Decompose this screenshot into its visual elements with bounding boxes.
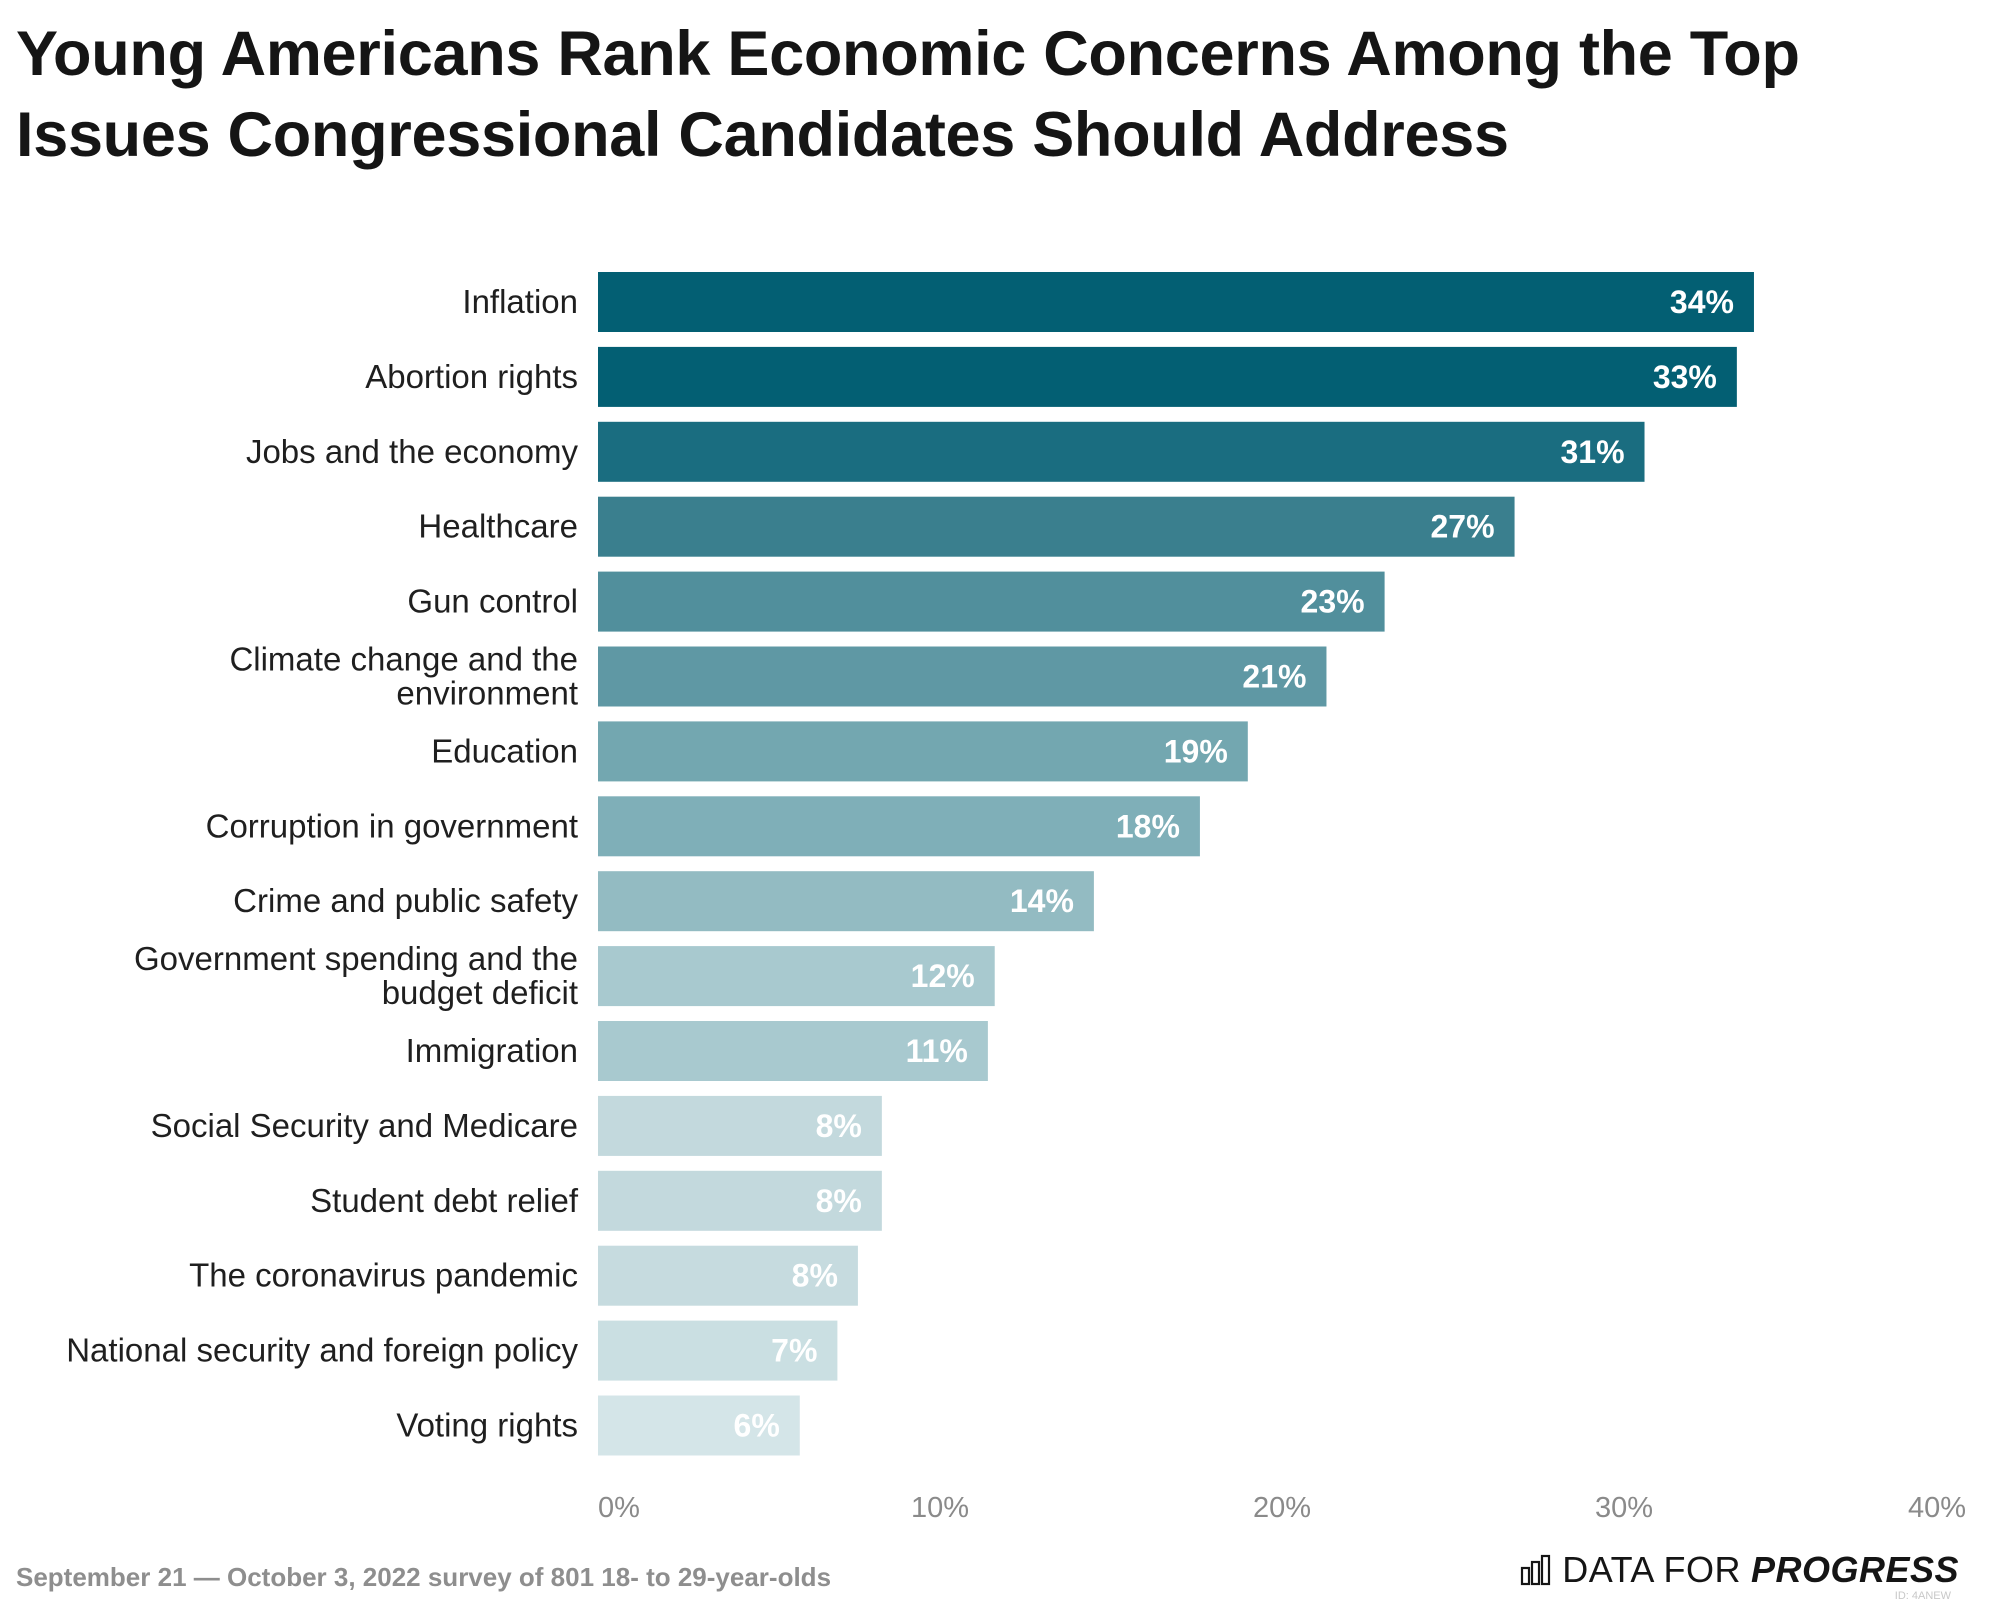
value-labels-layer: 34% 33% 31% 27% 23% 21% 19% 18% 14% 12% 11% 8% 8% 8% 7… bbox=[734, 284, 1734, 1444]
tick-label: 40% bbox=[1908, 1492, 1966, 1524]
bar bbox=[598, 1395, 800, 1456]
bar-chart: Inflation Abortion rights Jobs and the eco… bbox=[66, 272, 1966, 1524]
category-label: National security and foreign policy bbox=[66, 1332, 578, 1369]
brand-name-prefix: DATA FOR bbox=[1562, 1549, 1741, 1590]
bar bbox=[598, 1021, 988, 1081]
category-label: Immigration bbox=[406, 1032, 578, 1069]
bar bbox=[598, 1245, 858, 1306]
bar bbox=[598, 346, 1737, 407]
bar bbox=[598, 1170, 882, 1231]
category-label: Crime and public safety bbox=[233, 882, 578, 919]
value-label: 8% bbox=[792, 1258, 838, 1294]
category-label: The coronavirus pandemic bbox=[189, 1257, 578, 1294]
category-label: Gun control bbox=[407, 583, 578, 620]
category-label: Climate change and the environment bbox=[229, 641, 578, 712]
category-label: Government spending and the budget defici… bbox=[134, 940, 578, 1011]
chart-id: ID: 4ANEW bbox=[1894, 1590, 1951, 1602]
value-label: 8% bbox=[816, 1108, 862, 1144]
bar bbox=[598, 646, 1327, 707]
value-label: 14% bbox=[1010, 883, 1074, 919]
category-label: Student debt relief bbox=[310, 1182, 579, 1219]
bar bbox=[598, 721, 1248, 782]
value-label: 7% bbox=[771, 1333, 817, 1369]
bar bbox=[598, 272, 1754, 332]
value-label: 8% bbox=[816, 1183, 862, 1219]
category-label: Healthcare bbox=[418, 508, 578, 545]
value-label: 33% bbox=[1653, 359, 1717, 395]
value-label: 27% bbox=[1431, 509, 1495, 545]
bar bbox=[598, 946, 995, 1007]
bar bbox=[598, 1320, 838, 1381]
category-label: Social Security and Medicare bbox=[151, 1107, 578, 1144]
bar bbox=[598, 1095, 882, 1156]
category-label: Jobs and the economy bbox=[246, 433, 579, 470]
brand-name-suffix: PROGRESS bbox=[1750, 1549, 1959, 1590]
x-axis-ticks: 0% 10% 20% 30% 40% bbox=[598, 1492, 1966, 1524]
value-label: 31% bbox=[1560, 434, 1624, 470]
value-label: 11% bbox=[906, 1033, 968, 1069]
value-label: 19% bbox=[1164, 733, 1228, 769]
category-label: Corruption in government bbox=[206, 807, 578, 844]
category-label: Voting rights bbox=[396, 1407, 578, 1444]
bar bbox=[598, 496, 1515, 557]
tick-label: 0% bbox=[598, 1492, 640, 1524]
chart-title: Young Americans Rank Economic Concerns A… bbox=[16, 19, 1800, 170]
value-label: 23% bbox=[1301, 584, 1365, 620]
category-label: Education bbox=[431, 732, 578, 769]
bar bbox=[598, 421, 1645, 482]
bar-chart-icon bbox=[1521, 1554, 1551, 1586]
value-label: 12% bbox=[911, 958, 975, 994]
value-label: 6% bbox=[734, 1408, 780, 1444]
category-label: Inflation bbox=[462, 283, 578, 320]
value-label: 18% bbox=[1116, 808, 1180, 844]
bar bbox=[598, 871, 1094, 932]
tick-label: 20% bbox=[1253, 1492, 1311, 1524]
bar bbox=[598, 796, 1200, 857]
survey-note: September 21 — October 3, 2022 survey of… bbox=[16, 1562, 832, 1592]
category-labels-layer: Inflation Abortion rights Jobs and the eco… bbox=[66, 283, 579, 1444]
bar bbox=[598, 571, 1385, 632]
value-label: 34% bbox=[1670, 284, 1734, 320]
value-label: 21% bbox=[1242, 659, 1306, 695]
category-label: Abortion rights bbox=[365, 358, 578, 395]
bars-layer bbox=[598, 272, 1754, 1456]
tick-label: 30% bbox=[1595, 1492, 1653, 1524]
brand-logo: DATA FOR PROGRESS bbox=[1520, 1549, 1959, 1591]
tick-label: 10% bbox=[911, 1492, 969, 1524]
